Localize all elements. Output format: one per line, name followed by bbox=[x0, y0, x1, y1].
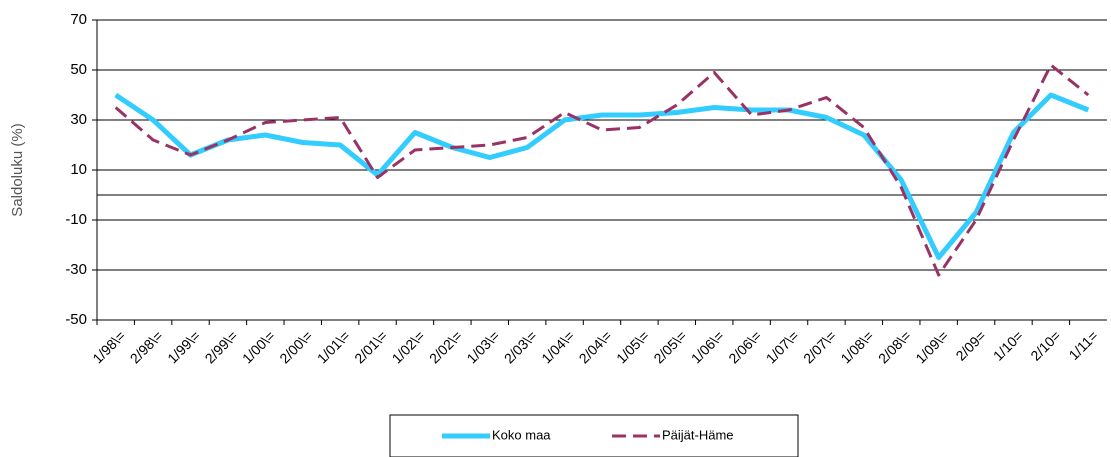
x-tick-label: 1/99\= bbox=[164, 327, 203, 366]
x-tick-label: 2/04\= bbox=[576, 327, 615, 366]
legend-label: Koko maa bbox=[492, 427, 551, 442]
x-tick-label: 2/08\= bbox=[875, 327, 914, 366]
series-line bbox=[114, 92, 1090, 260]
x-tick-label: 1/04\= bbox=[538, 327, 577, 366]
x-tick-label: 2/06\= bbox=[725, 327, 764, 366]
x-tick-label: 2/03\= bbox=[501, 327, 540, 366]
x-tick-label: 1/03\= bbox=[463, 327, 502, 366]
x-tick-label: 1/98\= bbox=[89, 327, 128, 366]
x-tick-label: 2/10= bbox=[1027, 327, 1063, 363]
x-tick-label: 1/10= bbox=[990, 327, 1026, 363]
x-tick-label: 2/00\= bbox=[276, 327, 315, 366]
x-tick-label: 1/05\= bbox=[613, 327, 652, 366]
x-tick-label: 2/98\= bbox=[127, 327, 166, 366]
y-tick-label: -50 bbox=[65, 311, 87, 328]
series-line bbox=[114, 63, 1090, 277]
x-tick-label: 2/01\= bbox=[351, 327, 390, 366]
x-tick-label: 1/01\= bbox=[314, 327, 353, 366]
x-tick-label: 2/99\= bbox=[202, 327, 241, 366]
y-tick-label: -30 bbox=[65, 261, 87, 278]
x-tick-label: 1/06\= bbox=[688, 327, 727, 366]
x-tick-label: 1/08\= bbox=[837, 327, 876, 366]
x-tick-label: 2/07\= bbox=[800, 327, 839, 366]
y-tick-label: -10 bbox=[65, 211, 87, 228]
y-axis-label: Saldoluku (%) bbox=[9, 123, 26, 216]
y-tick-label: 30 bbox=[70, 111, 87, 128]
x-tick-label: 1/00\= bbox=[239, 327, 278, 366]
x-tick-label: 1/07\= bbox=[763, 327, 802, 366]
legend-label: Päijät-Häme bbox=[662, 427, 734, 442]
y-tick-label: 70 bbox=[70, 11, 87, 28]
x-tick-label: 2/05\= bbox=[650, 327, 689, 366]
x-tick-label: 2/02\= bbox=[426, 327, 465, 366]
x-tick-label: 2/09= bbox=[952, 327, 988, 363]
y-tick-label: 10 bbox=[70, 161, 87, 178]
x-tick-label: 1/09\= bbox=[912, 327, 951, 366]
x-tick-label: 1/11= bbox=[1065, 327, 1101, 363]
y-tick-label: 50 bbox=[70, 61, 87, 78]
x-tick-label: 1/02\= bbox=[389, 327, 428, 366]
